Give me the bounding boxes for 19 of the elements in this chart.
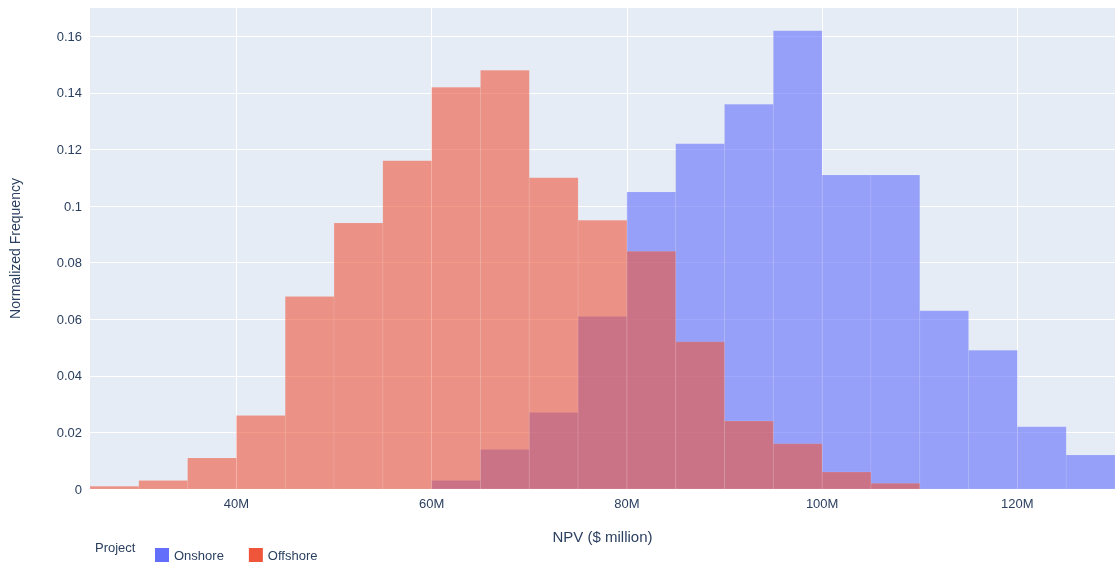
y-tick-label: 0.12 (56, 141, 82, 157)
y-tick-label: 0.16 (56, 28, 82, 44)
x-tick-label: 100M (805, 496, 839, 511)
y-tick-label: 0.1 (63, 198, 82, 214)
x-tick-label: 80M (614, 496, 640, 511)
y-axis-title: Normalized Frequency (7, 178, 23, 319)
y-tick-label: 0.08 (56, 255, 82, 271)
y-tick-label: 0.06 (56, 311, 82, 327)
x-axis-title: NPV ($ million) (552, 528, 653, 545)
legend-title: Project (95, 540, 136, 555)
x-tick-label: 120M (1001, 496, 1034, 511)
y-tick-label: 0 (74, 481, 82, 497)
y-tick-label: 0.02 (56, 424, 82, 440)
y-tick-label: 0.14 (56, 85, 82, 101)
x-tick-label: 60M (419, 496, 445, 511)
y-tick-label: 0.04 (56, 368, 82, 384)
legend-label: Offshore (267, 547, 318, 563)
legend-label: Onshore (174, 547, 224, 563)
x-tick-label: 40M (223, 496, 250, 511)
